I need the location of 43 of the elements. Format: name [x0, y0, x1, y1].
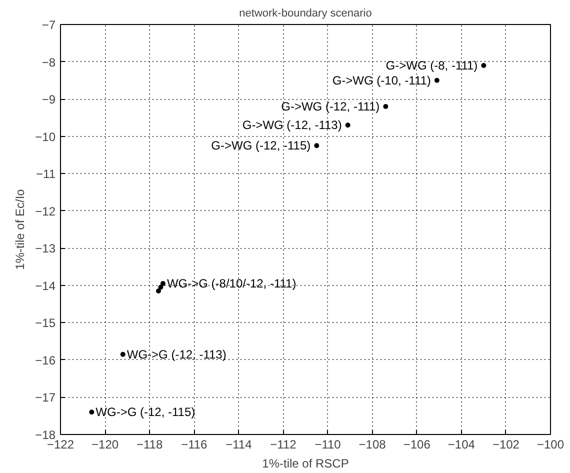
y-tick-label: −12	[35, 204, 56, 218]
point	[120, 352, 126, 357]
annotation: WG->G (-8/10/-12, -111)	[166, 276, 296, 291]
y-tick-label: −14	[35, 278, 56, 293]
x-axis-title: 1%-tile of RSCP	[262, 456, 349, 470]
y-tick-label: −17	[35, 390, 56, 405]
x-tick-label: −114	[226, 438, 252, 452]
x-tick-label: −116	[181, 438, 208, 452]
point	[158, 284, 164, 290]
point	[383, 104, 388, 109]
annotation: WG->G (-12, -115)	[96, 405, 196, 420]
y-tick-label: −7	[42, 18, 56, 32]
annotation: G->WG (-12, -115)	[211, 138, 311, 153]
point	[345, 122, 350, 128]
annotation: G->WG (-8, -111)	[386, 58, 478, 72]
chart-title: network-boundary scenario	[239, 8, 372, 20]
y-tick-label: −11	[36, 167, 56, 182]
y-axis-title: 1%-tile of Ec/Io	[13, 188, 28, 270]
x-tick-label: −110	[314, 438, 342, 452]
annotation: G->WG (-12, -111)	[281, 100, 380, 114]
annotation: G->WG (-12, -113)	[242, 118, 342, 132]
point	[160, 281, 166, 286]
x-tick-label: −108	[358, 438, 386, 452]
x-tick-label: −102	[492, 438, 520, 452]
x-tick-label: −120	[92, 438, 119, 452]
x-tick-label: −118	[136, 438, 163, 452]
y-tick-label: −15	[35, 316, 56, 330]
x-tick-label: −100	[536, 438, 564, 452]
annotation: WG->G (-12, -113)	[126, 347, 226, 362]
point	[481, 63, 486, 68]
y-tick-label: −16	[35, 353, 56, 368]
point	[89, 410, 94, 415]
point	[434, 78, 440, 83]
y-tick-label: −8	[42, 55, 56, 70]
x-tick-label: −112	[270, 438, 297, 452]
y-tick-label: −10	[35, 130, 56, 144]
y-tick-label: −9	[42, 92, 56, 107]
annotation: G->WG (-10, -111)	[332, 73, 431, 88]
x-tick-label: −104	[448, 438, 476, 452]
y-tick-label: −13	[35, 242, 56, 256]
point	[156, 288, 161, 294]
point	[314, 143, 320, 148]
x-tick-label: −106	[403, 438, 431, 452]
